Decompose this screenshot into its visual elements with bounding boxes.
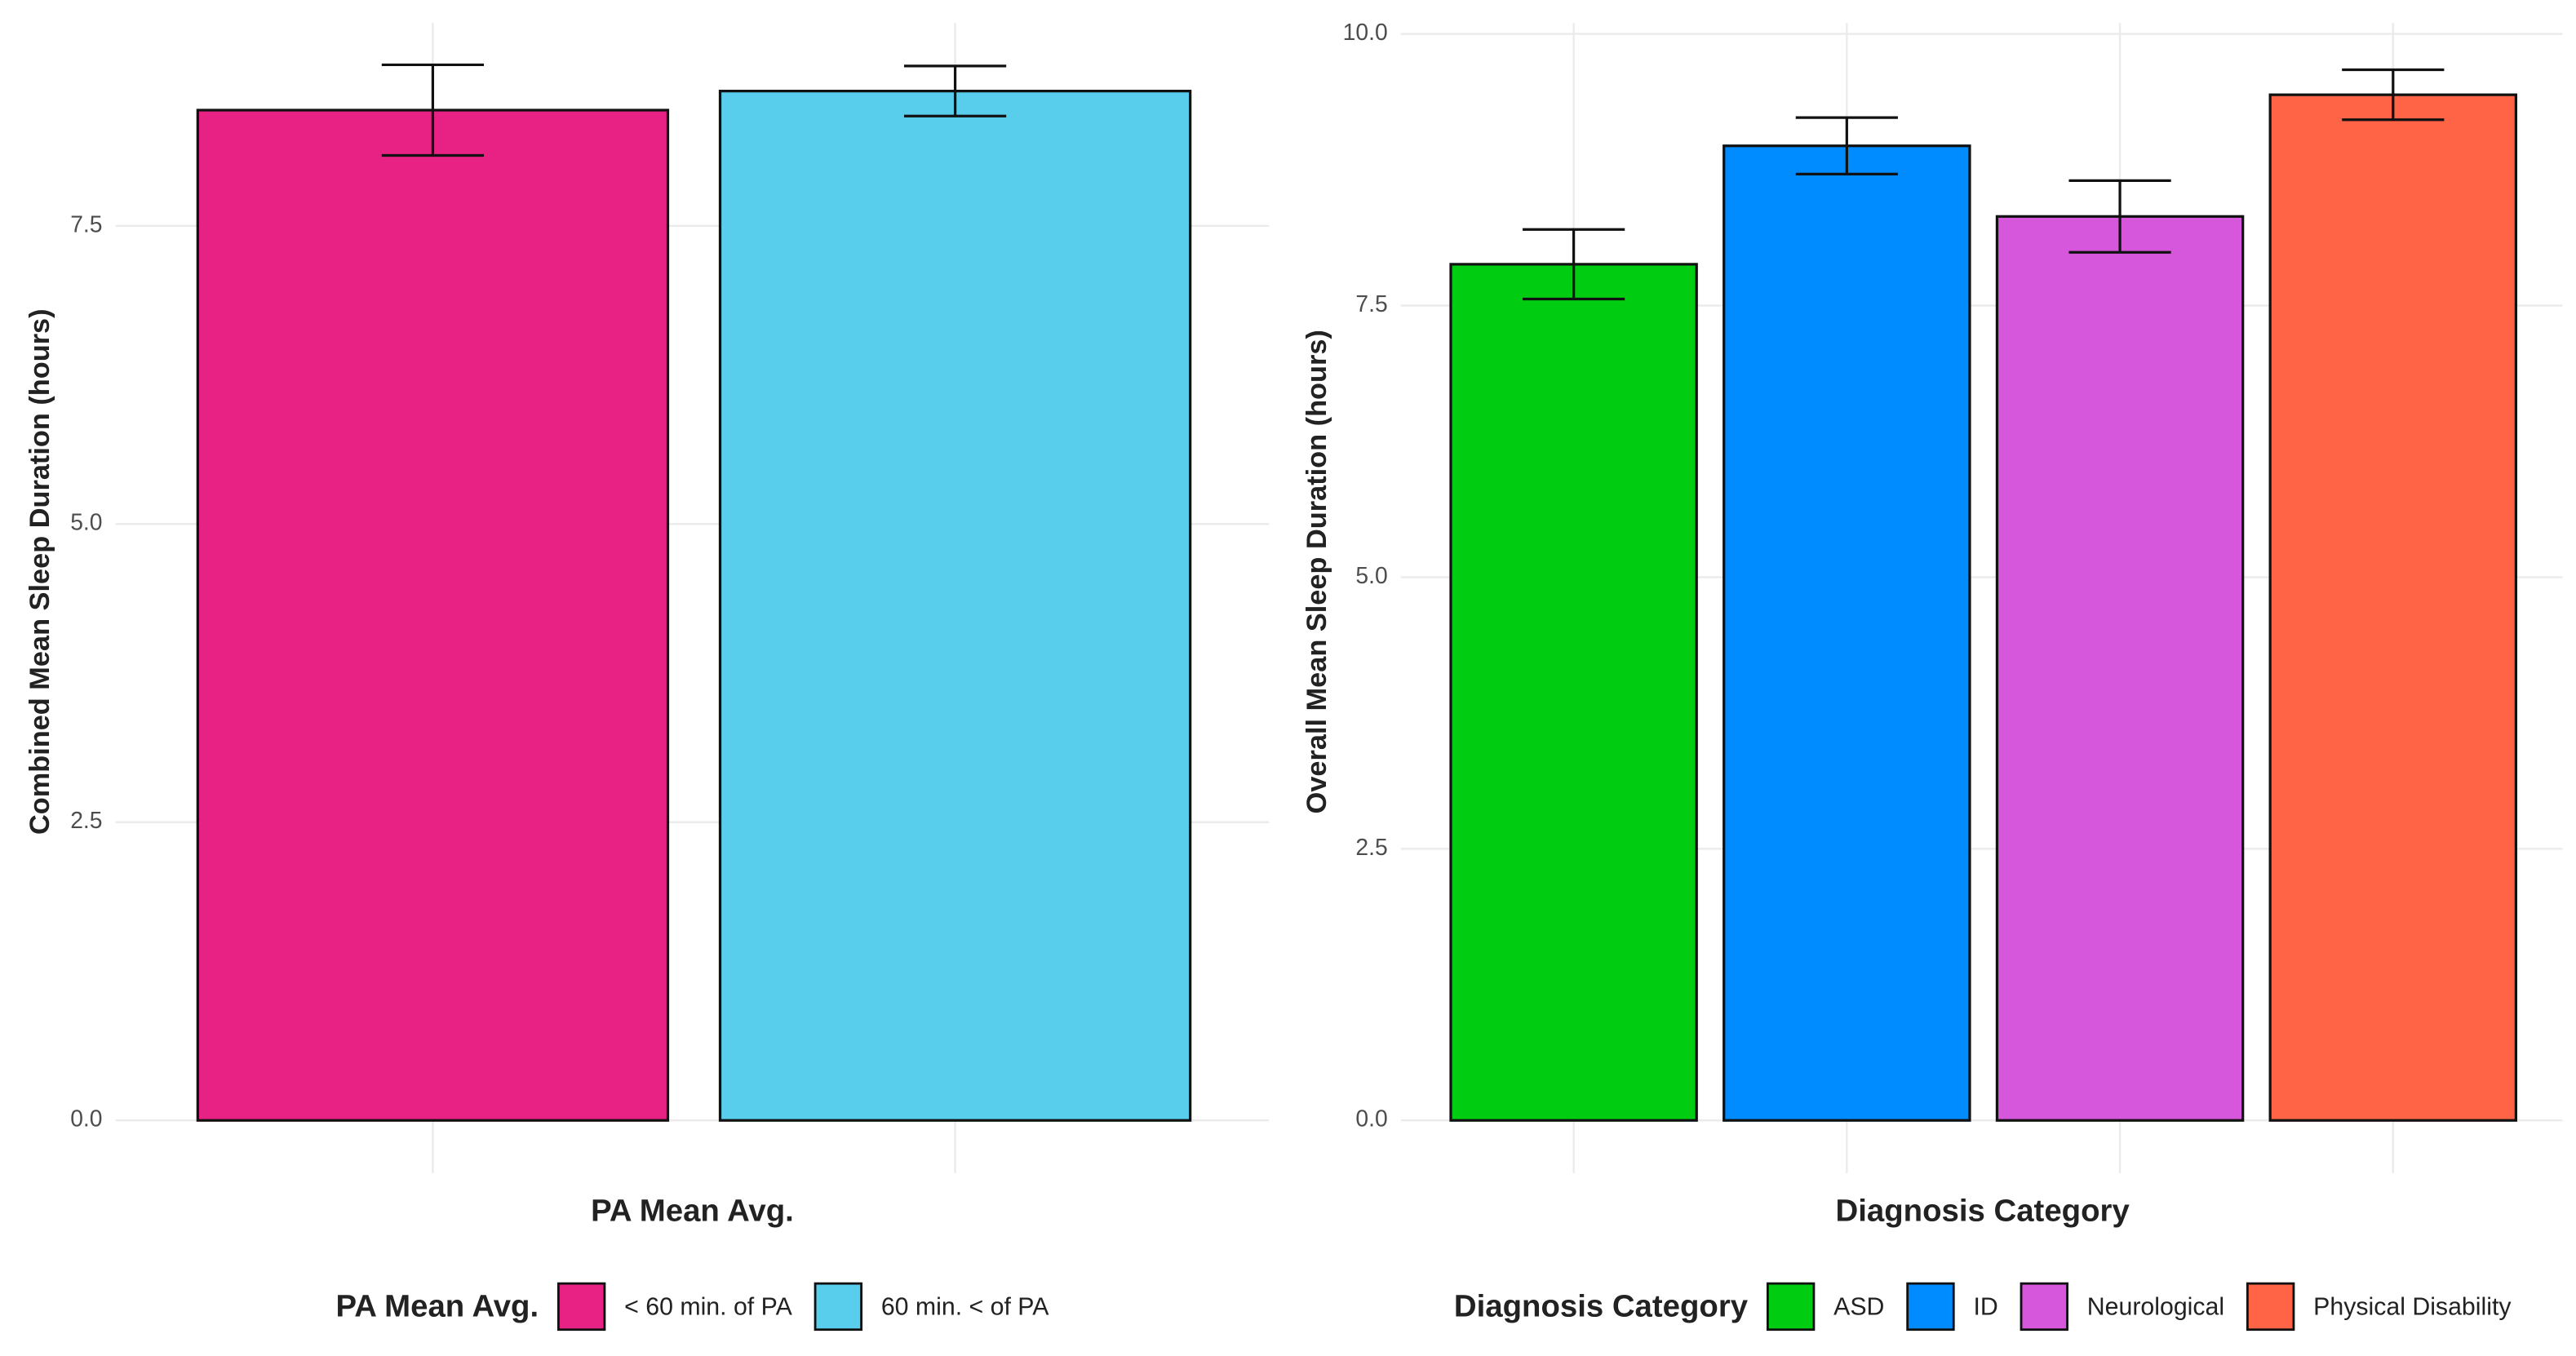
y-tick-label: 5.0 — [1355, 562, 1387, 588]
legend-swatch — [1766, 1282, 1816, 1332]
legend-label: ID — [1973, 1293, 1997, 1320]
legend: PA Mean Avg. < 60 min. of PA 60 min. < of … — [335, 1282, 1049, 1332]
y-tick-label: 5.0 — [70, 509, 102, 535]
y-tick-label: 0.0 — [70, 1106, 102, 1132]
legend-swatch — [814, 1282, 863, 1332]
bar — [2268, 93, 2518, 1122]
legend: Diagnosis Category ASD ID Neurological Physi… — [1454, 1282, 2512, 1332]
bar — [196, 109, 670, 1122]
y-tick-label: 0.0 — [1355, 1106, 1387, 1132]
y-tick-label: 10.0 — [1343, 19, 1388, 45]
bar — [1995, 215, 2245, 1122]
error-bar — [381, 63, 485, 157]
y-tick-label: 7.5 — [70, 210, 102, 237]
legend-label: 60 min. < of PA — [881, 1293, 1049, 1320]
bar — [718, 89, 1192, 1122]
legend-label: ASD — [1833, 1293, 1884, 1320]
legend-swatch — [2020, 1282, 2068, 1332]
legend-swatch — [1906, 1282, 1955, 1332]
error-bar — [2068, 179, 2171, 254]
y-axis-title: Combined Mean Sleep Duration (hours) — [24, 308, 55, 835]
legend-label: < 60 min. of PA — [624, 1293, 792, 1320]
y-tick-label: 2.5 — [1355, 834, 1387, 860]
bar — [1449, 263, 1698, 1122]
legend-swatch — [2246, 1282, 2295, 1332]
y-tick-label: 7.5 — [1355, 290, 1387, 317]
legend-title: PA Mean Avg. — [335, 1289, 539, 1324]
legend-swatch — [556, 1282, 606, 1332]
legend-title: Diagnosis Category — [1454, 1289, 1749, 1324]
bar — [1723, 144, 1971, 1122]
y-tick-label: 2.5 — [70, 807, 102, 833]
error-bar — [1523, 228, 1625, 301]
error-bar — [1795, 116, 1898, 175]
x-axis-title: PA Mean Avg. — [591, 1193, 794, 1228]
error-bar — [903, 64, 1007, 117]
x-axis-title: Diagnosis Category — [1836, 1193, 2130, 1228]
y-axis-title: Overall Mean Sleep Duration (hours) — [1301, 330, 1332, 813]
error-bar — [2342, 68, 2445, 122]
legend-label: Neurological — [2087, 1293, 2224, 1320]
legend-label: Physical Disability — [2313, 1293, 2512, 1320]
